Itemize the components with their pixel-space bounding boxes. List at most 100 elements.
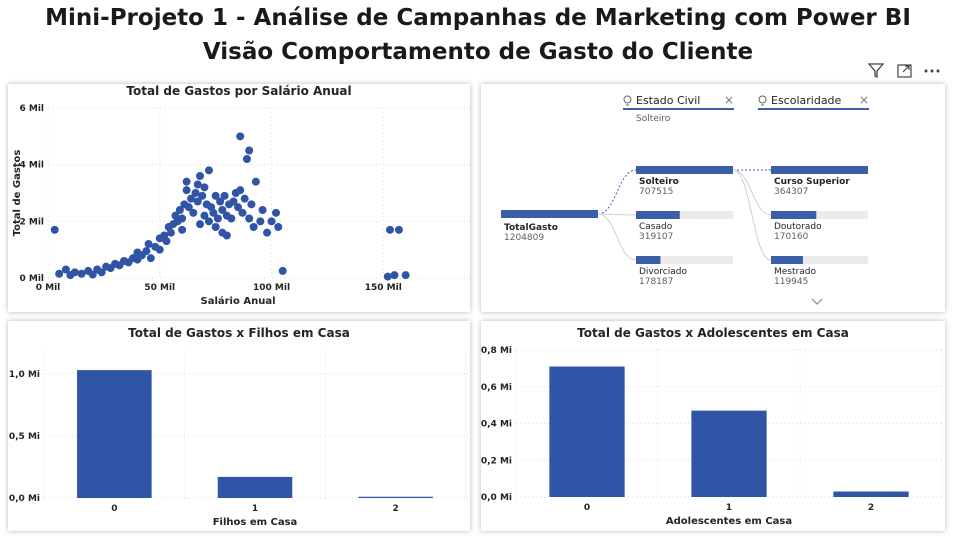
y-axis-label: Total de Gastos — [12, 150, 23, 237]
level1-bar — [636, 166, 733, 174]
slicer-escolaridade[interactable]: Escolaridade × — [758, 93, 869, 110]
scatter-point — [251, 177, 260, 186]
y-tick-label: 0,0 Mi — [9, 494, 40, 504]
y-tick-label: 0,2 Mi — [481, 456, 512, 466]
focus-mode-icon[interactable] — [895, 62, 915, 80]
scatter-point — [196, 220, 204, 229]
scatter-point — [267, 217, 276, 226]
slicer-estado-civil-label: Estado Civil — [636, 94, 701, 107]
scatter-point — [245, 146, 254, 155]
scatter-point — [50, 225, 59, 234]
x-axis-label: Filhos em Casa — [213, 517, 298, 528]
filhos-bar-chart[interactable]: 0,0 Mi 0,5 Mi 1,0 Mi 0 1 2 Filhos em Casa — [8, 321, 470, 531]
scatter-point — [178, 225, 187, 234]
x-tick-label: 50 Mil — [144, 283, 175, 293]
x-tick-label: 100 Mil — [253, 283, 290, 293]
scatter-point — [263, 228, 272, 237]
scatter-point — [238, 208, 247, 217]
filhos-panel: Total de Gastos x Filhos em Casa 0,0 Mi 0… — [8, 321, 470, 531]
scatter-point — [146, 254, 155, 263]
level2-bar — [771, 166, 868, 174]
scatter-point — [142, 247, 151, 256]
slicer-estado-civil-value: Solteiro — [636, 114, 671, 124]
decomposition-tree[interactable]: TotalGasto1204809Solteiro707515Casado319… — [481, 84, 945, 312]
close-icon[interactable]: × — [858, 93, 869, 107]
level1-track — [636, 256, 733, 264]
scatter-point — [77, 269, 86, 278]
scatter-point — [394, 225, 403, 234]
scatter-point — [178, 214, 187, 223]
scatter-point — [211, 223, 220, 231]
scatter-point — [204, 166, 213, 175]
y-tick-label: 2 Mil — [19, 217, 44, 227]
connector — [597, 213, 637, 261]
scatter-point — [187, 194, 196, 203]
lightbulb-icon — [758, 95, 767, 106]
page-subtitle: Visão Comportamento de Gasto do Cliente — [202, 39, 754, 65]
scatter-point — [213, 214, 222, 223]
scatter-point — [236, 186, 245, 195]
scatter-point — [155, 245, 164, 254]
level2-value: 364307 — [774, 187, 808, 197]
slicer-estado-civil[interactable]: Estado Civil × — [623, 93, 734, 110]
level1-track — [636, 211, 733, 219]
connector — [597, 213, 637, 216]
close-icon[interactable]: × — [723, 93, 734, 107]
scatter-chart[interactable]: 0 Mil 2 Mil 4 Mil 6 Mil 0 Mil 50 Mil 100 Mil 15… — [8, 84, 470, 312]
bar — [217, 476, 293, 498]
scatter-point — [70, 268, 79, 277]
y-tick-label: 0,4 Mi — [481, 420, 512, 430]
x-tick-label: 2 — [393, 504, 399, 514]
connector — [732, 169, 772, 261]
x-axis-label: Salário Anual — [201, 295, 276, 307]
adolescentes-bar-chart[interactable]: 0,0 Mi 0,2 Mi 0,4 Mi 0,6 Mi 0,8 Mi 0 1 2 Adolesc… — [481, 321, 945, 531]
scatter-point — [256, 217, 265, 226]
y-tick-label: 4 Mil — [19, 161, 44, 171]
level2-track — [771, 211, 868, 219]
level2-label: Curso Superior — [774, 177, 850, 187]
bar — [358, 496, 433, 498]
scatter-point — [234, 203, 242, 212]
level1-bar — [636, 211, 680, 219]
scatter-point — [55, 269, 64, 278]
scatter-point — [383, 272, 392, 281]
bar — [833, 491, 909, 497]
root-value: 1204809 — [504, 233, 544, 243]
level1-value: 707515 — [639, 187, 673, 197]
x-tick-label: 0 — [111, 504, 117, 514]
connector — [597, 169, 637, 215]
root-bar — [501, 210, 598, 218]
level2-bar — [771, 211, 817, 219]
scatter-point — [175, 206, 184, 214]
bar — [77, 370, 152, 498]
x-axis-label: Adolescentes em Casa — [666, 516, 792, 527]
slicer-escolaridade-label: Escolaridade — [771, 94, 842, 107]
x-tick-label: 0 Mil — [36, 283, 61, 293]
scatter-point — [189, 208, 198, 217]
scatter-point — [209, 208, 218, 217]
level2-track — [771, 256, 868, 264]
chevron-down-icon[interactable] — [811, 298, 823, 305]
filter-icon[interactable] — [866, 62, 886, 80]
scatter-point — [191, 189, 200, 197]
scatter-point — [216, 197, 225, 206]
scatter-point — [236, 132, 245, 141]
x-tick-label: 0 — [584, 503, 590, 513]
y-tick-label: 0 Mil — [19, 274, 44, 284]
level2-bar — [771, 256, 803, 264]
level2-label: Doutorado — [774, 222, 822, 232]
x-tick-label: 1 — [252, 504, 258, 514]
lightbulb-icon — [623, 95, 632, 106]
more-options-icon[interactable] — [922, 62, 942, 80]
scatter-point — [218, 206, 227, 214]
scatter-point — [200, 211, 209, 220]
decomposition-tree-panel: Estado Civil × Solteiro Escolaridade × T… — [481, 84, 945, 312]
adolescentes-panel: Total de Gastos x Adolescentes em Casa 0… — [481, 321, 945, 531]
scatter-point — [97, 268, 106, 277]
scatter-point — [200, 183, 209, 192]
scatter-point — [182, 177, 191, 186]
level2-value: 170160 — [774, 232, 809, 242]
visual-toolbar — [866, 62, 946, 80]
scatter-point — [272, 208, 280, 217]
scatter-point — [249, 223, 258, 231]
